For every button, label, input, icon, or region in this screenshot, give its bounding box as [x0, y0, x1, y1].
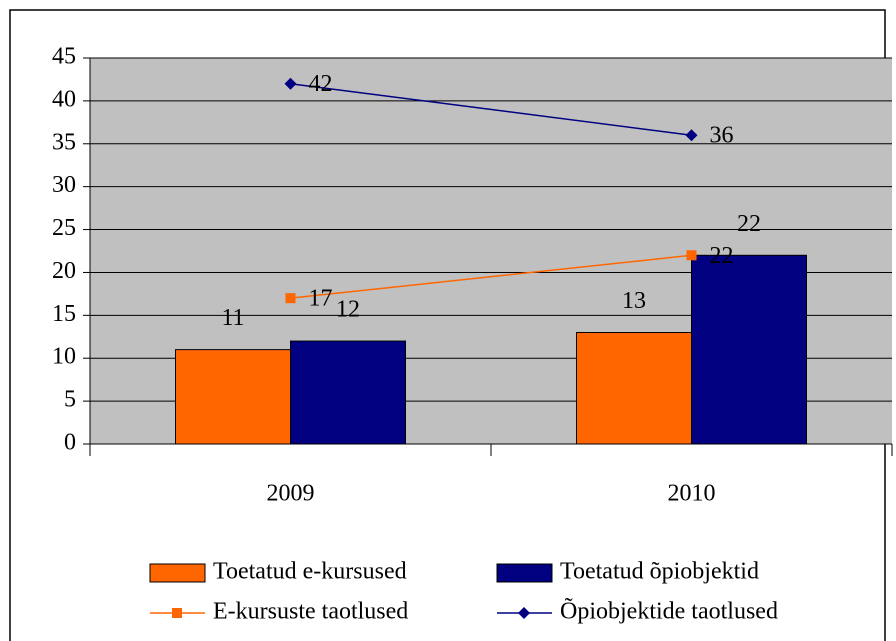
x-tick-label: 2010	[668, 481, 716, 507]
y-tick-label: 15	[52, 301, 76, 327]
legend-marker	[172, 608, 182, 618]
bar	[175, 349, 291, 445]
y-tick-label: 40	[52, 86, 76, 112]
data-label: 11	[221, 305, 244, 331]
legend-label: Õpiobjektide taotlused	[560, 598, 778, 625]
legend-label: E-kursuste taotlused	[213, 599, 408, 625]
bar	[576, 331, 692, 445]
y-tick-label: 5	[64, 387, 76, 413]
legend-swatch	[149, 563, 206, 583]
y-tick-label: 30	[52, 172, 76, 198]
data-label: 42	[309, 71, 333, 97]
y-tick-label: 10	[52, 344, 76, 370]
legend-label: Toetatud e-kursused	[213, 559, 407, 585]
data-label: 13	[622, 288, 646, 314]
data-label: 36	[710, 123, 734, 149]
y-tick-label: 45	[52, 44, 76, 70]
bar	[290, 340, 406, 445]
data-label: 22	[737, 211, 761, 237]
data-label: 22	[710, 243, 734, 269]
line-series	[290, 254, 692, 299]
line-series	[290, 82, 692, 136]
line-marker	[285, 293, 296, 304]
legend-marker	[518, 607, 530, 619]
data-label: 17	[309, 286, 333, 312]
legend-swatch	[496, 563, 553, 583]
y-tick-label: 35	[52, 129, 76, 155]
line-marker	[686, 250, 697, 261]
y-tick-label: 25	[52, 215, 76, 241]
line-marker	[284, 77, 297, 90]
bar	[691, 254, 807, 445]
line-marker	[685, 129, 698, 142]
x-tick-label: 2009	[267, 481, 315, 507]
data-label: 12	[336, 297, 360, 323]
y-tick-label: 0	[64, 430, 76, 456]
legend-label: Toetatud õpiobjektid	[560, 559, 759, 585]
y-tick-label: 20	[52, 258, 76, 284]
